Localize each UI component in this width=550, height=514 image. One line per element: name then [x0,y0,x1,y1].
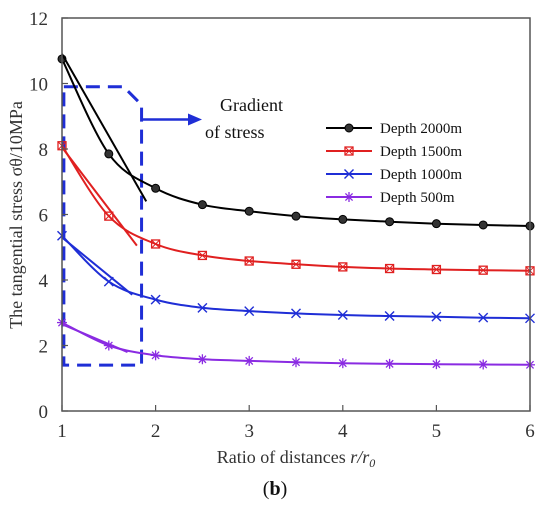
legend-item: Depth 1500m [326,144,462,160]
data-point [291,259,301,269]
figure-caption: (b) [262,478,288,500]
data-point [244,355,255,366]
annotation-line2: of stress [205,122,265,142]
legend-swatch-marker [344,192,354,202]
data-point [338,262,348,272]
y-tick-label: 12 [29,9,48,30]
gradient-arrow-head [188,113,202,126]
data-point [197,354,208,365]
series-depth-1500m [57,141,535,276]
data-point [431,359,442,370]
x-tick-label: 6 [525,421,535,442]
data-point [337,358,348,369]
series-line [61,58,531,227]
data-point [151,183,161,193]
data-point [478,265,488,275]
y-tick-label: 2 [39,337,49,358]
data-point [478,359,489,370]
data-point [291,357,301,368]
y-tick-label: 10 [29,75,48,96]
data-point [478,220,488,230]
data-point [150,239,161,249]
x-axis-label: Ratio of distances r/r0 [217,447,376,470]
data-point [431,219,441,229]
data-point [337,310,348,321]
data-point [291,211,301,221]
x-tick-label: 4 [338,421,348,442]
series-line [61,235,531,320]
data-point [244,256,254,266]
y-tick-label: 0 [39,402,49,423]
gradient-dashed-box [62,85,144,367]
data-point [431,311,442,322]
legend-item: Depth 500m [326,190,455,206]
legend-swatch-marker [344,169,354,179]
data-point [384,311,395,322]
data-point [197,302,208,313]
data-point [244,306,255,317]
data-point [197,250,208,261]
y-tick-label: 6 [39,206,49,227]
legend-item: Depth 1000m [326,167,462,183]
legend-swatch-marker [344,123,354,133]
x-tick-label: 5 [432,421,442,442]
annotation-line1: Gradient [220,95,283,115]
y-tick-label: 8 [39,140,49,161]
legend-swatch-marker [344,146,354,156]
y-tick-label: 4 [39,271,49,292]
data-point [150,350,161,361]
series-line [61,145,531,272]
x-tick-label: 2 [151,421,161,442]
data-point [431,264,442,275]
data-point [291,308,301,319]
gradient-tangent-line [61,146,138,247]
data-point [150,294,161,305]
legend: Depth 2000m Depth 1500m Depth 1000m Depth 5… [326,121,462,206]
x-tick-label: 3 [244,421,254,442]
data-point [384,358,395,369]
data-point [244,206,254,216]
data-point [197,200,207,210]
series-depth-1000m [57,230,535,324]
data-point [478,312,489,323]
series-depth-2000m [57,54,535,231]
legend-label: Depth 2000m [380,121,462,137]
x-tick-label: 1 [57,421,67,442]
legend-label: Depth 500m [380,190,455,206]
gradient-annotation: Gradient of stress [62,85,283,367]
data-point [384,263,395,274]
data-point [104,149,114,159]
data-point [385,217,395,227]
legend-label: Depth 1500m [380,144,462,160]
legend-label: Depth 1000m [380,167,462,183]
series-layer [57,53,535,370]
gradient-tangent-line [61,53,148,202]
data-point [338,214,348,224]
gradient-tangent-line [61,323,128,353]
y-axis-label: The tangential stress σθ/10MPa [6,101,26,329]
series-depth-500m [57,317,535,370]
gradient-tangent-line [61,236,133,296]
legend-item: Depth 2000m [326,121,462,137]
